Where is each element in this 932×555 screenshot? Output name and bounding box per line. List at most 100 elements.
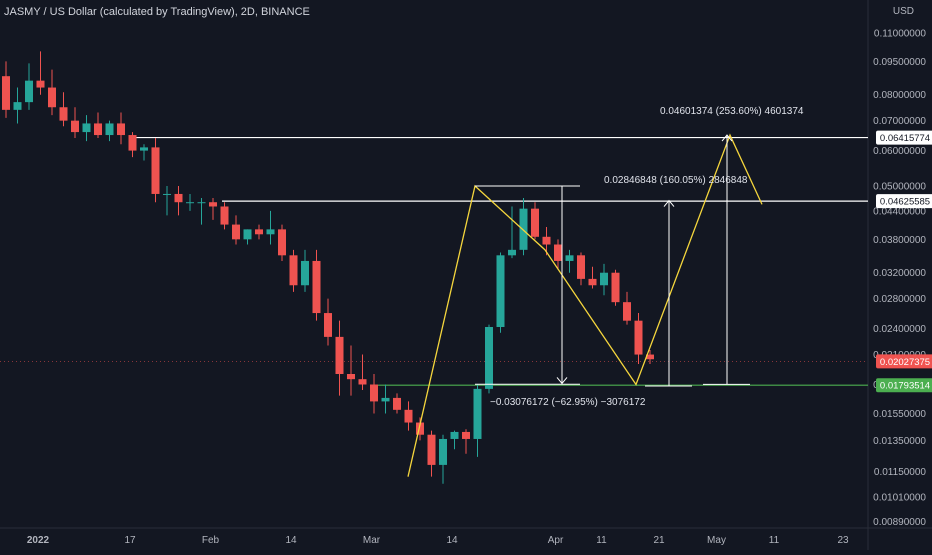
time-tick-label: 14 (285, 535, 297, 546)
price-tick-label: 0.11000000 (874, 28, 927, 39)
symbol-title: JASMY / US Dollar (calculated by Trading… (4, 6, 310, 18)
price-tick-label: 0.01550000 (873, 409, 926, 420)
candle-body (531, 208, 539, 237)
candle-body (82, 123, 91, 133)
candle-body (439, 438, 447, 465)
candle-body (186, 202, 194, 204)
candle-body (255, 229, 263, 235)
price-level-tag (876, 378, 932, 393)
candle-body (347, 373, 355, 380)
time-axis: 2022 17 Feb 14 Mar 14 Apr 11 21 May 11 23 (0, 527, 932, 546)
measure-annotation-text: 0.02846848 (160.05%) 2846848 (604, 175, 748, 186)
price-level-text: 0.06415774 (880, 133, 930, 144)
candle-body (370, 384, 378, 402)
time-tick-label: Mar (363, 535, 381, 546)
candle-body (151, 147, 160, 194)
measure-up-arrowhead-2 (721, 134, 733, 142)
candle-body (289, 255, 298, 286)
candle-body (48, 87, 56, 108)
price-tick-label: 0.08000000 (873, 90, 926, 101)
candle-body (94, 123, 102, 136)
candle-body (473, 388, 482, 439)
price-tick-label: 0.01010000 (873, 492, 926, 503)
last-price-tag (876, 354, 932, 369)
candle-body (13, 102, 22, 110)
candle-body (266, 229, 275, 235)
candle-body (71, 120, 79, 133)
candle-body (542, 236, 551, 245)
candle-body (600, 272, 608, 286)
currency-label: USD (892, 6, 914, 17)
price-level-tag (876, 194, 932, 209)
candle-body (393, 397, 401, 410)
candle-body (59, 107, 68, 121)
candle-body (404, 409, 413, 423)
price-tick-label: 0.00890000 (873, 517, 926, 528)
candle-body (335, 336, 344, 374)
time-tick-label: 11 (769, 535, 780, 546)
price-tick-label: 0.03200000 (873, 268, 926, 279)
candle-body (197, 202, 206, 204)
price-tick-label: 0.01150000 (874, 467, 927, 478)
candle-body (312, 260, 321, 314)
time-tick-label: 11 (596, 535, 607, 546)
candle-body (25, 80, 33, 103)
price-level-tag (876, 130, 932, 145)
price-tick-label: 0.01350000 (873, 436, 926, 447)
candle-body (278, 229, 286, 256)
time-tick-label: 17 (124, 535, 136, 546)
measure-up-arrowhead-1 (663, 199, 675, 207)
candle-body (577, 255, 585, 279)
yellow-zigzag-pattern (407, 133, 763, 477)
candle-body (105, 123, 114, 136)
candle-body (117, 123, 125, 136)
candle-body (301, 260, 309, 286)
candles (2, 51, 654, 484)
candle-body (416, 422, 424, 435)
candle-body (611, 272, 620, 303)
candle-body (324, 313, 332, 337)
time-tick-label: Apr (548, 535, 564, 546)
candle-body (623, 302, 631, 321)
candle-body (358, 379, 367, 385)
price-axis: 0.11000000 0.09500000 0.08000000 0.07000000… (867, 0, 927, 550)
price-tick-label: 0.07000000 (873, 116, 926, 127)
price-level-text: 0.01793514 (880, 381, 930, 392)
time-tick-label: Feb (202, 535, 220, 546)
candle-body (496, 255, 505, 327)
price-tick-label: 0.02800000 (873, 294, 926, 305)
price-labels: 0.06415774 0.04625585 0.01793514 0.02027375 (876, 130, 932, 393)
candle-body (634, 320, 643, 355)
price-tick-label: 0.04400000 (873, 206, 926, 217)
candle-body (174, 193, 183, 203)
candle-body (519, 208, 528, 250)
last-price-text: 0.02027375 (880, 357, 930, 368)
candle-body (646, 354, 654, 360)
price-tick-label: 0.02400000 (873, 324, 926, 335)
candle-body (2, 76, 10, 110)
candle-body (243, 229, 252, 240)
measure-down-arrowhead (556, 377, 568, 385)
candle-body (36, 80, 45, 88)
candle-body (485, 326, 493, 389)
candle-body (128, 135, 137, 151)
candle-body (450, 431, 459, 439)
drawings (407, 133, 763, 477)
candle-body (220, 206, 229, 225)
candle-body (209, 202, 217, 207)
candle-body (140, 147, 148, 151)
time-tick-label: 21 (653, 535, 665, 546)
candle-body (163, 193, 171, 195)
candle-body (554, 244, 562, 261)
price-level-text: 0.04625585 (880, 197, 930, 208)
candle-body (508, 249, 516, 256)
measure-annotation-text: 0.04601374 (253.60%) 4601374 (660, 106, 804, 117)
candle-body (427, 434, 436, 465)
measure-annotation-text: −0.03076172 (−62.95%) −3076172 (490, 397, 646, 408)
time-tick-label: 2022 (27, 535, 50, 546)
time-tick-label: 23 (837, 535, 849, 546)
price-tick-label: 0.09500000 (873, 57, 926, 68)
price-tick-label: 0.06000000 (873, 146, 926, 157)
